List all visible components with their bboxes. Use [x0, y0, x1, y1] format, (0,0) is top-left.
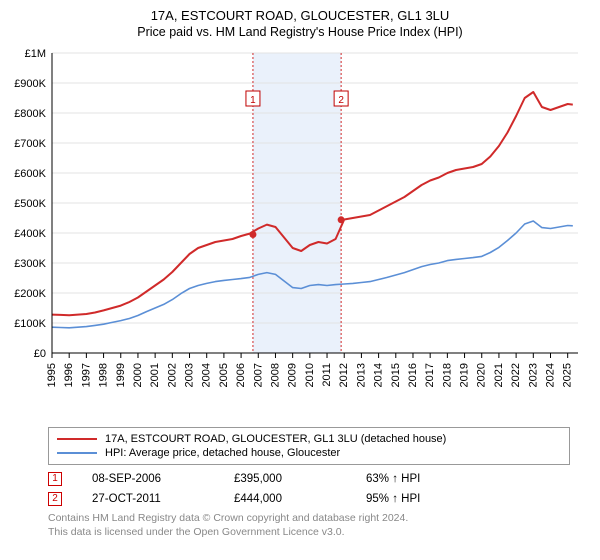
footer-attribution: Contains HM Land Registry data © Crown c…	[48, 511, 570, 539]
svg-text:2: 2	[338, 95, 344, 106]
page-title: 17A, ESTCOURT ROAD, GLOUCESTER, GL1 3LU	[0, 8, 600, 23]
sale-price: £395,000	[234, 473, 344, 485]
sales-table: 1 08-SEP-2006 £395,000 63% ↑ HPI 2 27-OCT-201…	[48, 469, 570, 509]
svg-text:2016: 2016	[407, 363, 419, 387]
sale-marker: 1	[48, 472, 62, 486]
sale-ratio: 63% ↑ HPI	[366, 473, 420, 485]
svg-text:1998: 1998	[98, 363, 110, 387]
svg-text:£0: £0	[34, 348, 46, 360]
legend-item: HPI: Average price, detached house, Glou…	[57, 446, 561, 460]
svg-text:£100K: £100K	[14, 318, 46, 330]
svg-text:2000: 2000	[132, 363, 144, 387]
page-subtitle: Price paid vs. HM Land Registry's House …	[0, 25, 600, 39]
svg-text:2017: 2017	[424, 363, 436, 387]
legend-label: HPI: Average price, detached house, Glou…	[105, 447, 340, 459]
sale-date: 27-OCT-2011	[92, 493, 212, 505]
svg-text:2003: 2003	[184, 363, 196, 387]
svg-text:2020: 2020	[476, 363, 488, 387]
price-chart: £0 £100K £200K £300K £400K £500K £600K £700K £80…	[0, 43, 600, 423]
svg-text:2024: 2024	[544, 363, 556, 387]
legend: 17A, ESTCOURT ROAD, GLOUCESTER, GL1 3LU …	[48, 427, 570, 465]
sale-ratio: 95% ↑ HPI	[366, 493, 420, 505]
svg-text:£600K: £600K	[14, 168, 46, 180]
svg-text:2014: 2014	[373, 363, 385, 387]
svg-text:£200K: £200K	[14, 288, 46, 300]
legend-item: 17A, ESTCOURT ROAD, GLOUCESTER, GL1 3LU …	[57, 432, 561, 446]
svg-text:£900K: £900K	[14, 78, 46, 90]
svg-text:2011: 2011	[321, 363, 333, 387]
svg-text:2023: 2023	[527, 363, 539, 387]
svg-text:£700K: £700K	[14, 138, 46, 150]
legend-swatch	[57, 452, 97, 454]
svg-text:1996: 1996	[63, 363, 75, 387]
svg-text:2004: 2004	[201, 363, 213, 387]
footer-line-1: Contains HM Land Registry data © Crown c…	[48, 511, 570, 525]
svg-text:2012: 2012	[338, 363, 350, 387]
svg-text:£400K: £400K	[14, 228, 46, 240]
svg-text:2018: 2018	[441, 363, 453, 387]
svg-text:2009: 2009	[287, 363, 299, 387]
sale-price: £444,000	[234, 493, 344, 505]
svg-text:1997: 1997	[80, 363, 92, 387]
svg-text:£800K: £800K	[14, 108, 46, 120]
sales-row: 1 08-SEP-2006 £395,000 63% ↑ HPI	[48, 469, 570, 489]
svg-text:1995: 1995	[46, 363, 58, 387]
sale-date: 08-SEP-2006	[92, 473, 212, 485]
svg-text:2013: 2013	[355, 363, 367, 387]
svg-text:£300K: £300K	[14, 258, 46, 270]
svg-text:2021: 2021	[493, 363, 505, 387]
svg-text:1999: 1999	[115, 363, 127, 387]
svg-text:2019: 2019	[459, 363, 471, 387]
svg-text:2022: 2022	[510, 363, 522, 387]
svg-text:£500K: £500K	[14, 198, 46, 210]
svg-text:2006: 2006	[235, 363, 247, 387]
sale-marker: 2	[48, 492, 62, 506]
svg-text:£1M: £1M	[25, 48, 46, 60]
svg-text:2005: 2005	[218, 363, 230, 387]
svg-text:1: 1	[250, 95, 256, 106]
svg-text:2007: 2007	[252, 363, 264, 387]
sales-row: 2 27-OCT-2011 £444,000 95% ↑ HPI	[48, 489, 570, 509]
svg-text:2010: 2010	[304, 363, 316, 387]
legend-swatch	[57, 438, 97, 440]
svg-text:2015: 2015	[390, 363, 402, 387]
svg-text:2008: 2008	[269, 363, 281, 387]
legend-label: 17A, ESTCOURT ROAD, GLOUCESTER, GL1 3LU …	[105, 433, 446, 445]
svg-text:2001: 2001	[149, 363, 161, 387]
svg-text:2002: 2002	[166, 363, 178, 387]
svg-text:2025: 2025	[562, 363, 574, 387]
footer-line-2: This data is licensed under the Open Gov…	[48, 525, 570, 539]
